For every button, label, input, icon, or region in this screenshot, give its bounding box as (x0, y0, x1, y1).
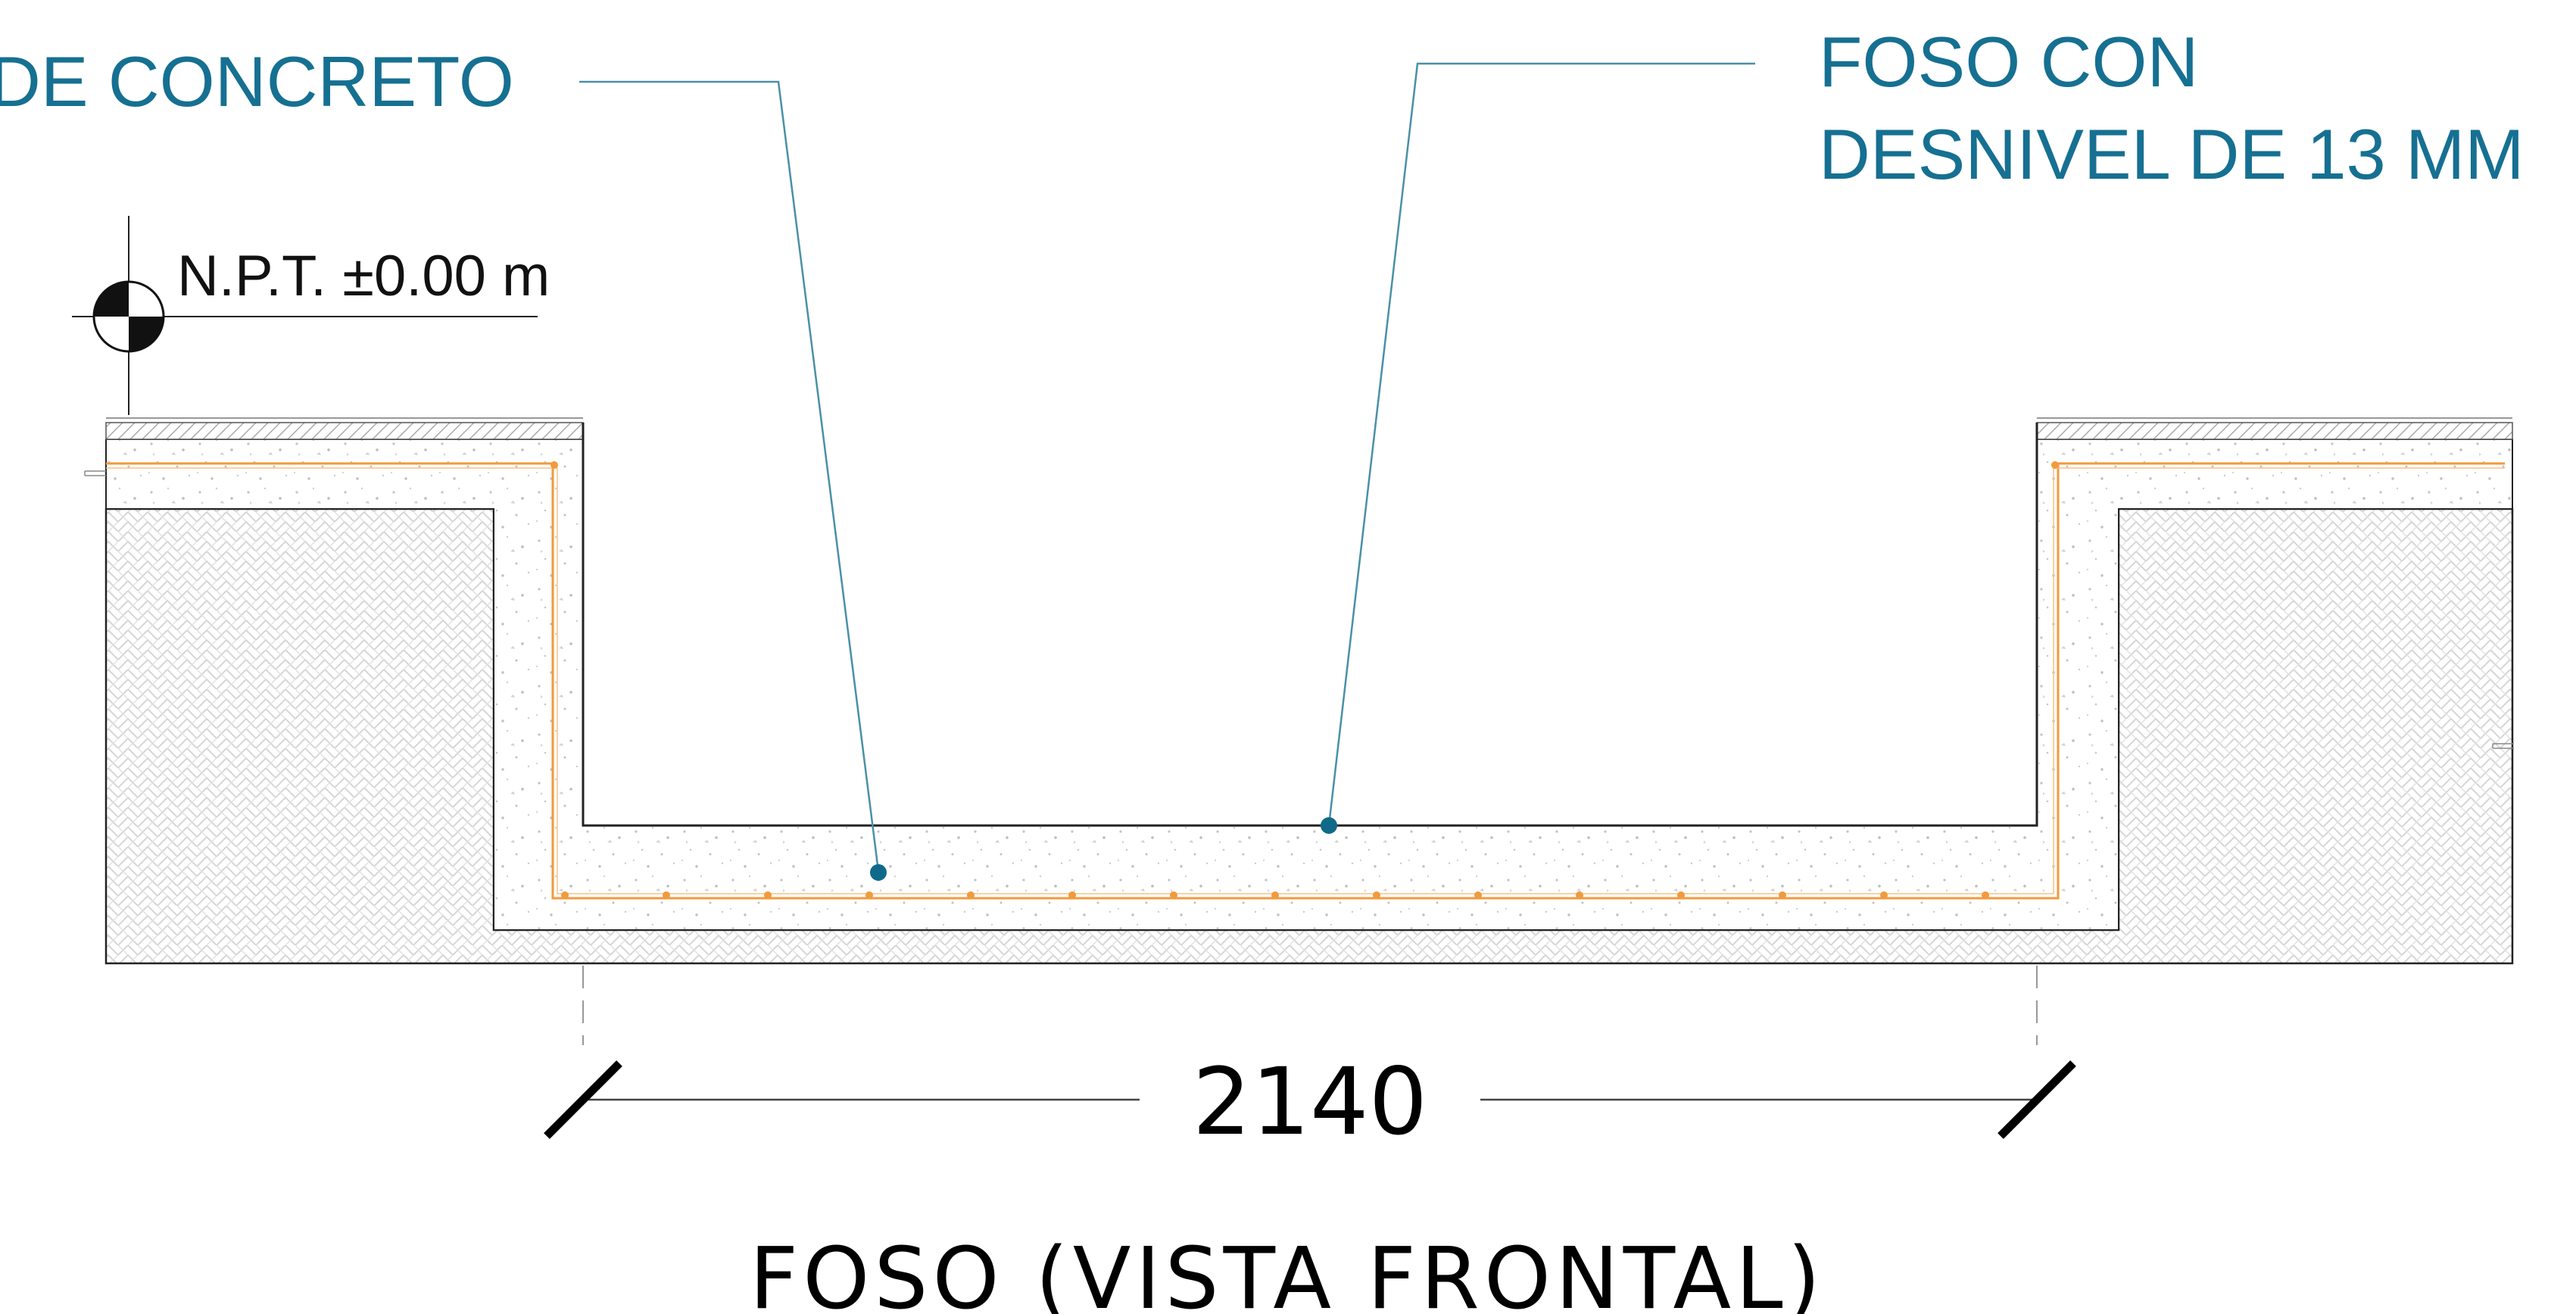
rebar-dot (1068, 891, 1076, 899)
level-marker (72, 216, 538, 415)
rebar-dot (764, 891, 772, 899)
rebar-dot (1271, 891, 1279, 899)
floor-finish-right (2036, 417, 2513, 440)
pit-leader-line (1321, 62, 1755, 834)
rebar-dot (1170, 891, 1177, 899)
pit-inner-outline (582, 423, 2038, 827)
break-symbol-right (2492, 743, 2514, 749)
rebar-dot (1779, 891, 1786, 899)
rebar-dot (1373, 891, 1380, 899)
rebar-dot (1576, 891, 1583, 899)
concrete-callout-label: DE CONCRETO (0, 42, 514, 121)
floor-finish-left (105, 417, 584, 440)
pit-callout-line-2: DESNIVEL DE 13 MM (1819, 114, 2525, 194)
level-marker-label: N.P.T. ±0.00 m (177, 244, 550, 308)
rebar-dot (2051, 461, 2059, 469)
drawing-title: FOSO (VISTA FRONTAL) (750, 1230, 1825, 1314)
pit-callout-line-1: FOSO CON (1819, 22, 2198, 101)
rebar-bar-dots (550, 461, 2059, 899)
rebar-dot (967, 891, 975, 899)
rebar-dot (1677, 891, 1685, 899)
rebar-dot (1982, 891, 1989, 899)
rebar-dot (1474, 891, 1482, 899)
rebar-dot (663, 891, 670, 899)
concrete-leader-line (579, 80, 887, 881)
dimension-line (544, 966, 2076, 1139)
rebar-dot (550, 461, 558, 469)
dimension-value: 2140 (1193, 1048, 1427, 1156)
rebar-dot (561, 891, 569, 899)
rebar-path (106, 462, 2505, 900)
rebar-dot (1880, 891, 1888, 899)
break-symbol-left (84, 470, 106, 476)
rebar-dot (865, 891, 873, 899)
